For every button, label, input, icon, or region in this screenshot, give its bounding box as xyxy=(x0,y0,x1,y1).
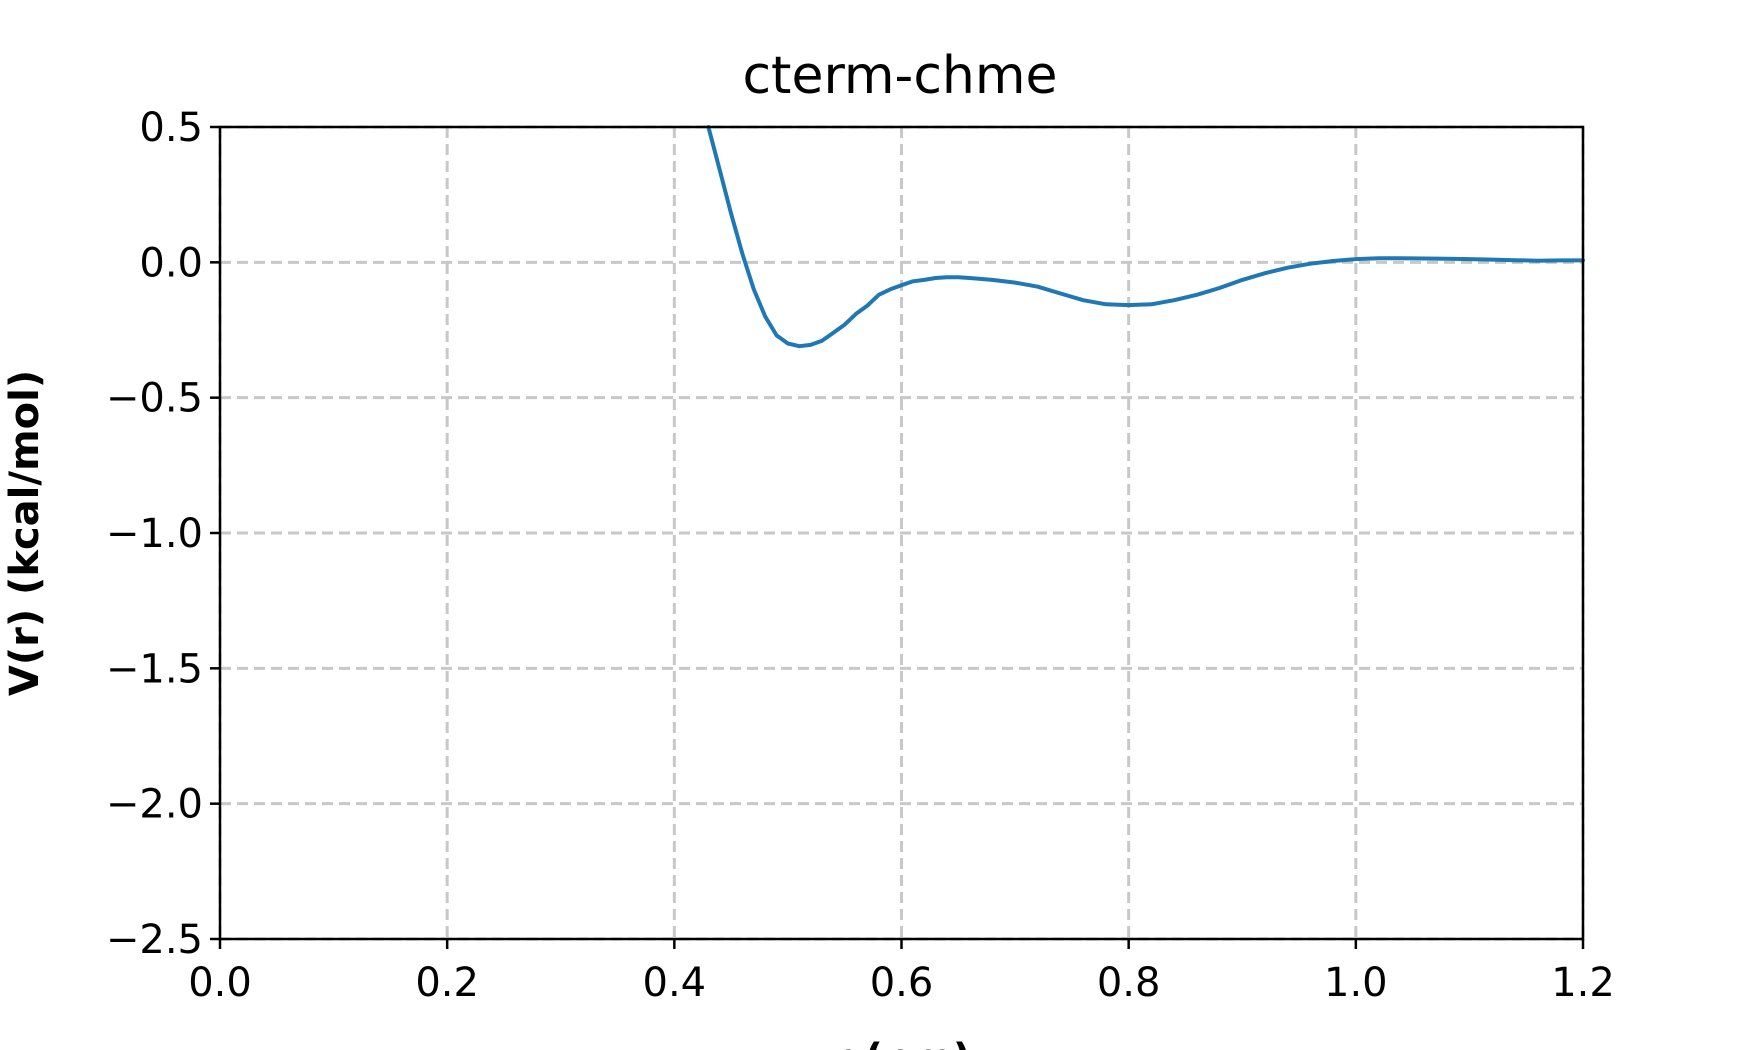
x-tick-label: 0.8 xyxy=(1097,960,1161,1006)
y-tick-label: −1.0 xyxy=(106,511,203,557)
y-tick-label: −2.0 xyxy=(106,782,203,828)
y-axis-label: V(r) (kcal/mol) xyxy=(2,370,48,696)
y-tick-label: 0.0 xyxy=(139,240,203,286)
y-tick-label: −0.5 xyxy=(106,376,203,422)
x-tick-label: 0.0 xyxy=(188,960,252,1006)
x-tick-label: 0.6 xyxy=(870,960,934,1006)
series-layer xyxy=(706,125,1585,349)
x-tick-label: 0.2 xyxy=(415,960,479,1006)
x-tick-label: 0.4 xyxy=(643,960,707,1006)
x-tick-label: 1.0 xyxy=(1324,960,1388,1006)
series-line xyxy=(706,125,1585,349)
y-tick-label: −1.5 xyxy=(106,646,203,692)
x-tick-label: 1.2 xyxy=(1551,960,1615,1006)
grid xyxy=(218,125,1585,941)
ticks: 0.0 0.2 0.4 0.6 0.8 1.0 1.2 0.5 0.0 −0.5 −1.0 −1.5 −… xyxy=(106,105,1615,1006)
chart-title: cterm-chme xyxy=(742,46,1057,106)
y-tick-label: −2.5 xyxy=(106,917,203,963)
x-axis-label: r (nm) xyxy=(831,1036,971,1050)
y-tick-label: 0.5 xyxy=(139,105,203,151)
